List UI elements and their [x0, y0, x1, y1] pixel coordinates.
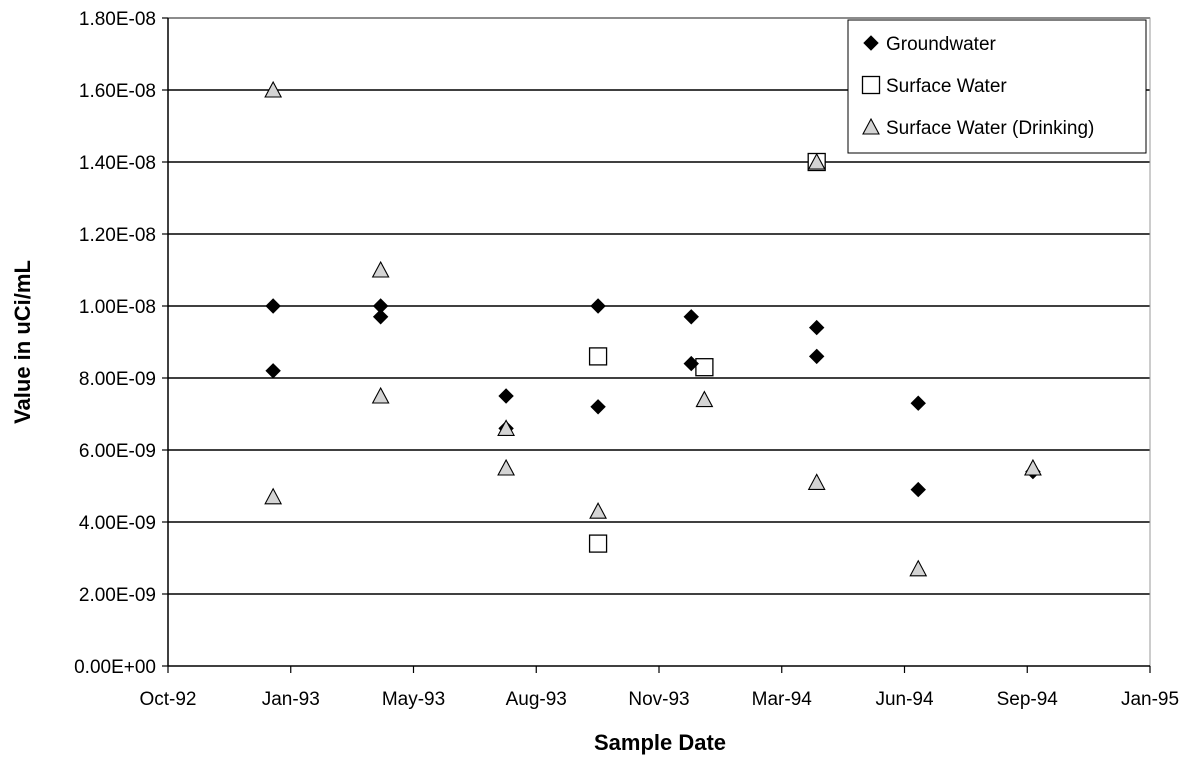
legend-label-surface-water-drinking: Surface Water (Drinking) — [886, 118, 1094, 139]
groundwater-point — [910, 481, 926, 498]
axes — [162, 17, 1151, 673]
y-tick-label: 6.00E-09 — [79, 441, 156, 462]
surface-water-drinking-point — [807, 473, 826, 490]
surface-water-drinking-point — [695, 390, 714, 408]
legend-label-groundwater: Groundwater — [886, 34, 997, 55]
surface-water-drinking-point — [909, 559, 928, 577]
groundwater-point — [265, 363, 281, 379]
groundwater-point — [808, 348, 825, 365]
groundwater-point — [265, 298, 281, 314]
y-tick-label: 1.40E-08 — [79, 153, 156, 174]
groundwater-point — [683, 309, 699, 325]
surface-water-drinking-point — [264, 80, 283, 98]
y-tick-label: 4.00E-09 — [79, 513, 156, 534]
groundwater-point — [910, 395, 926, 411]
surface-water-drinking-point — [589, 502, 607, 519]
groundwater-point — [683, 355, 699, 372]
x-tick-label: Aug-93 — [506, 689, 567, 710]
x-tick-label: Jan-93 — [262, 689, 320, 710]
x-tick-label: Jan-95 — [1121, 689, 1179, 710]
legend: Groundwater Surface Water Surface Water (D… — [847, 19, 1147, 154]
surface-water-point — [588, 347, 608, 366]
groundwater-point — [498, 388, 514, 404]
legend-label-surface-water: Surface Water — [886, 76, 1007, 97]
x-tick-label: Oct-92 — [139, 689, 196, 710]
y-tick-label: 1.60E-08 — [79, 81, 156, 102]
surface-water-point — [588, 534, 608, 553]
y-tick-label: 1.00E-08 — [79, 297, 156, 318]
surface-water-drinking-point — [371, 386, 390, 404]
x-tick-label: Mar-94 — [752, 689, 813, 710]
surface-water-drinking-point — [371, 260, 390, 278]
x-axis-title: Sample Date — [594, 730, 726, 755]
groundwater-point — [808, 319, 825, 336]
y-tick-label: 0.00E+00 — [74, 657, 156, 678]
x-tick-label: Jun-94 — [875, 689, 934, 710]
groundwater-point — [590, 298, 606, 314]
y-tick-label: 1.80E-08 — [79, 9, 156, 30]
x-tick-label: Sep-94 — [997, 689, 1059, 710]
surface-water-drinking-point — [807, 152, 826, 170]
y-axis-title: Value in uCi/mL — [10, 260, 35, 424]
x-tick-labels: Oct-92 Jan-93 May-93 Aug-93 Nov-93 Mar-94 Jun-… — [139, 689, 1179, 710]
legend-marker-surface-water — [861, 75, 881, 95]
groundwater-point — [590, 399, 606, 415]
x-tick-label: Nov-93 — [628, 689, 689, 710]
surface-water-drinking-point — [497, 419, 516, 436]
groundwater-point — [372, 309, 389, 325]
y-tick-labels: 0.00E+00 2.00E-09 4.00E-09 6.00E-09 8.00E-09… — [74, 9, 156, 678]
legend-box — [847, 19, 1147, 154]
surface-water-drinking-point — [1024, 458, 1042, 476]
y-tick-label: 2.00E-09 — [79, 585, 156, 606]
surface-water-drinking-point — [497, 458, 516, 476]
surface-water-point — [695, 358, 714, 377]
y-tick-label: 1.20E-08 — [79, 225, 156, 246]
data-points — [264, 80, 1042, 577]
legend-marker-groundwater — [863, 35, 879, 51]
surface-water-drinking-point — [264, 487, 283, 505]
legend-marker-surface-water-drinking — [862, 117, 880, 135]
x-tick-label: May-93 — [382, 689, 445, 710]
y-tick-label: 8.00E-09 — [79, 369, 156, 390]
